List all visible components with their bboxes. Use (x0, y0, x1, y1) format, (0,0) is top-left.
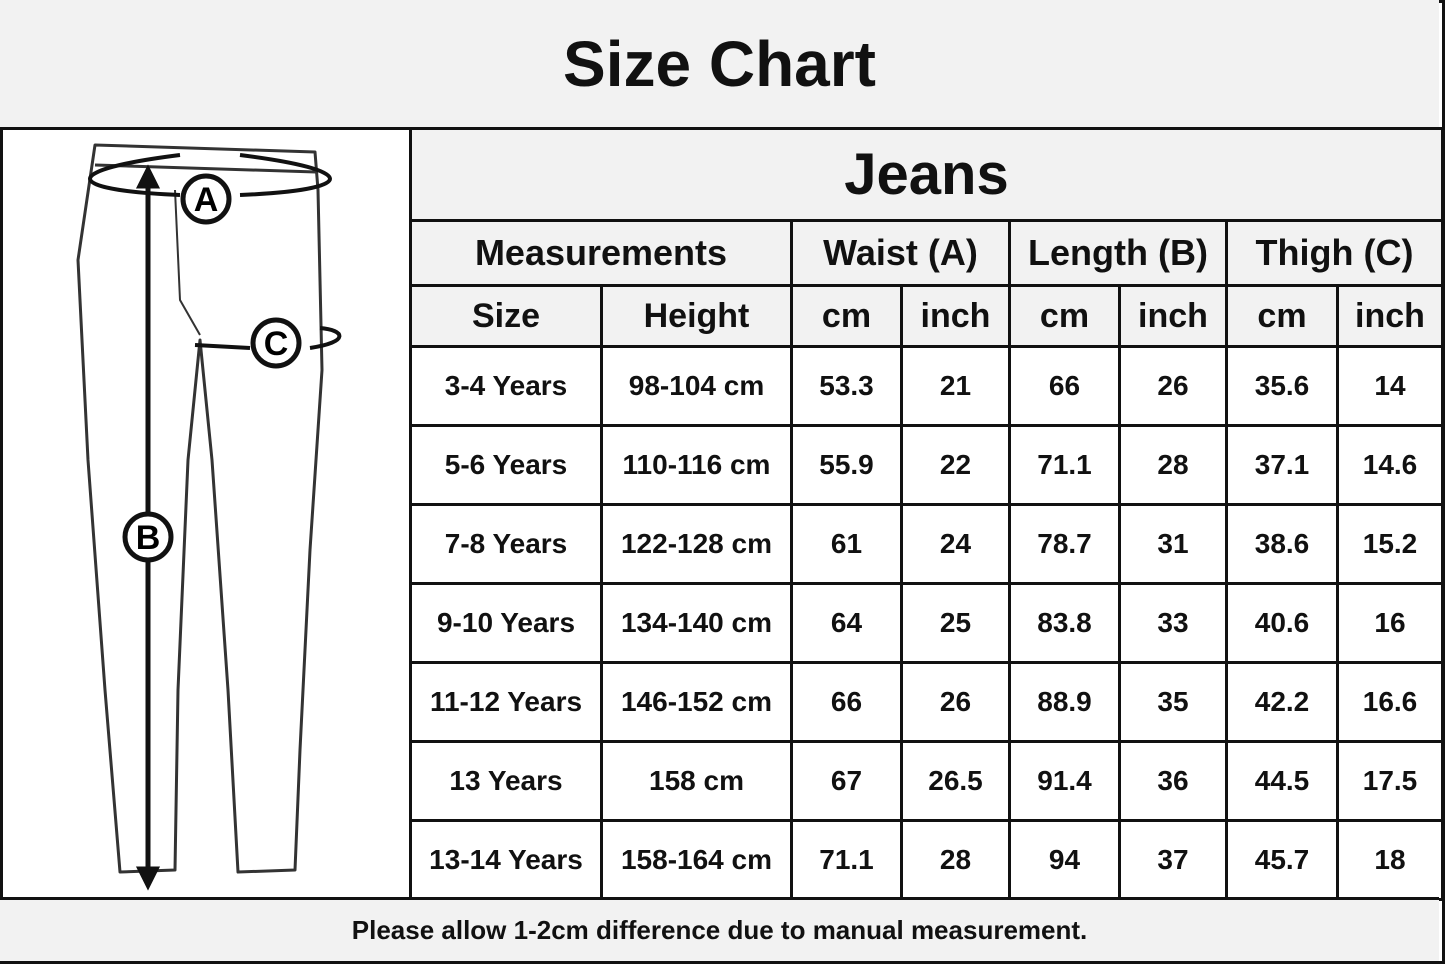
table-cell: 158-164 cm (600, 819, 793, 901)
table-cell: 146-152 cm (600, 661, 793, 743)
table-cell: 18 (1336, 819, 1444, 901)
table-row: 13-14 Years 158-164 cm 71.1 28 94 37 45.7 18 (409, 819, 1444, 901)
column-header: cm (790, 284, 903, 348)
table-row: 3-4 Years 98-104 cm 53.3 21 66 26 35.6 14 (409, 345, 1444, 427)
table-cell: 7-8 Years (409, 503, 603, 585)
table-cell: 17.5 (1336, 740, 1444, 822)
marker-circle (122, 511, 174, 563)
table-cell: 26.5 (900, 740, 1011, 822)
marker-label: C (264, 325, 289, 363)
table-cell: 31 (1118, 503, 1228, 585)
column-header: inch (1118, 284, 1228, 348)
table-cell: 44.5 (1225, 740, 1339, 822)
table-cell: 66 (1008, 345, 1121, 427)
table-cell: 14 (1336, 345, 1444, 427)
table-cell: 13 Years (409, 740, 603, 822)
table-cell: 55.9 (790, 424, 903, 506)
table-cell: 122-128 cm (600, 503, 793, 585)
table-cell: 5-6 Years (409, 424, 603, 506)
table-cell: 14.6 (1336, 424, 1444, 506)
column-header: Height (600, 284, 793, 348)
table-cell: 28 (1118, 424, 1228, 506)
table-cell: 71.1 (790, 819, 903, 901)
column-header: inch (1336, 284, 1444, 348)
footer-note: Please allow 1-2cm difference due to man… (0, 897, 1439, 961)
table-row: 11-12 Years 146-152 cm 66 26 88.9 35 42.2 16.6 (409, 661, 1444, 743)
table-cell: 3-4 Years (409, 345, 603, 427)
jeans-illustration: A B C (76, 143, 342, 891)
table-cell: 26 (900, 661, 1011, 743)
table-cell: 78.7 (1008, 503, 1121, 585)
table-cell: 9-10 Years (409, 582, 603, 664)
table-cell: 134-140 cm (600, 582, 793, 664)
table-cell: 37 (1118, 819, 1228, 901)
table-cell: 98-104 cm (600, 345, 793, 427)
table-cell: 61 (790, 503, 903, 585)
table-cell: 67 (790, 740, 903, 822)
table-cell: 16 (1336, 582, 1444, 664)
column-header: cm (1008, 284, 1121, 348)
jeans-outline (76, 143, 324, 874)
table-cell: 71.1 (1008, 424, 1121, 506)
table-cell: 35.6 (1225, 345, 1339, 427)
column-header: cm (1225, 284, 1339, 348)
group-header: Thigh (C) (1225, 219, 1444, 287)
table-cell: 36 (1118, 740, 1228, 822)
table-cell: 40.6 (1225, 582, 1339, 664)
table-cell: 83.8 (1008, 582, 1121, 664)
fly (174, 189, 201, 336)
table-cell: 35 (1118, 661, 1228, 743)
table-cell: 158 cm (600, 740, 793, 822)
thigh-arrow (194, 326, 342, 350)
group-header: Measurements (409, 219, 793, 287)
table-cell: 16.6 (1336, 661, 1444, 743)
table-cell: 22 (900, 424, 1011, 506)
table-cell: 94 (1008, 819, 1121, 901)
waist-arrow (88, 153, 332, 197)
table-cell: 37.1 (1225, 424, 1339, 506)
table-cell: 25 (900, 582, 1011, 664)
column-header: inch (900, 284, 1011, 348)
column-header: Size (409, 284, 603, 348)
table-cell: 110-116 cm (600, 424, 793, 506)
table-row: 7-8 Years 122-128 cm 61 24 78.7 31 38.6 15.2 (409, 503, 1444, 585)
table-cell: 21 (900, 345, 1011, 427)
table-title: Jeans (409, 127, 1444, 222)
marker-circle (250, 317, 302, 369)
arrow-heads (135, 164, 161, 891)
waistband (94, 163, 317, 174)
table-cell: 42.2 (1225, 661, 1339, 743)
size-table: Jeans Measurements Waist (A) Length (B) … (409, 127, 1444, 901)
table-row: 9-10 Years 134-140 cm 64 25 83.8 33 40.6 16 (409, 582, 1444, 664)
chart-title: Size Chart (0, 0, 1439, 130)
table-cell: 11-12 Years (409, 661, 603, 743)
table-cell: 26 (1118, 345, 1228, 427)
table-cell: 24 (900, 503, 1011, 585)
table-cell: 38.6 (1225, 503, 1339, 585)
table-cell: 88.9 (1008, 661, 1121, 743)
table-row: 5-6 Years 110-116 cm 55.9 22 71.1 28 37.1 14.6 (409, 424, 1444, 506)
marker-circle (180, 173, 232, 225)
table-cell: 45.7 (1225, 819, 1339, 901)
table-cell: 33 (1118, 582, 1228, 664)
table-cell: 15.2 (1336, 503, 1444, 585)
table-cell: 53.3 (790, 345, 903, 427)
table-cell: 64 (790, 582, 903, 664)
marker-label: B (136, 519, 161, 557)
table-cell: 13-14 Years (409, 819, 603, 901)
table-cell: 66 (790, 661, 903, 743)
table-row: 13 Years 158 cm 67 26.5 91.4 36 44.5 17.5 (409, 740, 1444, 822)
table-cell: 28 (900, 819, 1011, 901)
jeans-diagram: A B C (0, 130, 412, 897)
table-cell: 91.4 (1008, 740, 1121, 822)
marker-label: A (194, 181, 219, 219)
group-header: Waist (A) (790, 219, 1011, 287)
group-header: Length (B) (1008, 219, 1228, 287)
